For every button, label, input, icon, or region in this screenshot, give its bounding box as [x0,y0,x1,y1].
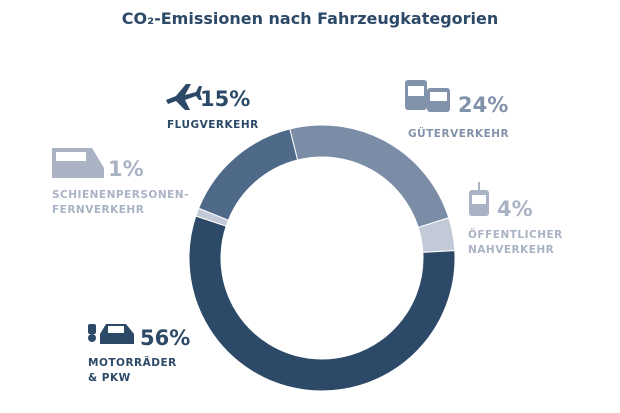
value-label: 24% [458,93,508,117]
category-label: FERNVERKEHR [52,204,144,216]
car-motorbike-icon [88,324,134,344]
donut-slice [198,128,299,221]
category-label: NAHVERKEHR [468,244,554,256]
train-icon [52,148,104,178]
value-label: 1% [108,157,144,181]
donut-slice [289,124,450,229]
truck-bus-icon [405,80,450,112]
category-label: & PKW [88,372,131,384]
plane-icon [166,84,202,110]
value-label: 56% [140,326,190,350]
category-label: FLUGVERKEHR [167,119,259,131]
category-label: MOTORRÄDER [88,355,177,369]
donut-slice [188,215,456,392]
chart-title: CO₂-Emissionen nach Fahrzeugkategorien [122,9,499,28]
category-label: ÖFFENTLICHER [468,227,563,241]
category-label: GÜTERVERKEHR [408,126,509,140]
category-label: SCHIENENPERSONEN- [52,189,189,201]
value-label: 4% [497,197,533,221]
value-label: 15% [200,87,250,111]
tram-icon [469,182,489,216]
